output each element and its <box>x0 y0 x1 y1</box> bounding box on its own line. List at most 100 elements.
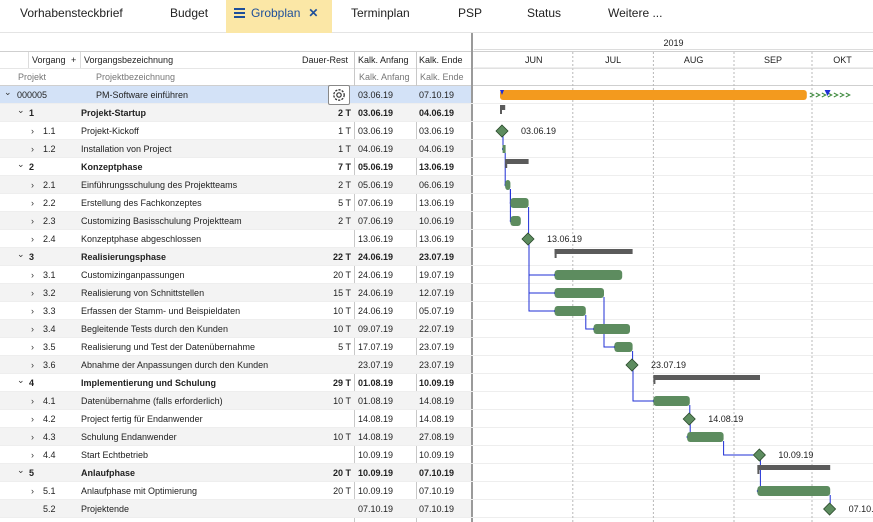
tab-budget[interactable]: Budget <box>170 6 209 20</box>
row-divider <box>0 193 873 194</box>
col-divider <box>80 52 81 68</box>
task-end: 22.07.19 <box>419 324 455 334</box>
col-anfang[interactable]: Kalk. Anfang <box>358 55 409 65</box>
task-id: 4.2 <box>43 414 56 424</box>
collapse-icon[interactable]: ⌄ <box>4 87 12 97</box>
expand-icon[interactable]: › <box>31 414 34 424</box>
arrow-icon <box>845 92 851 98</box>
collapse-icon[interactable]: ⌄ <box>17 105 25 115</box>
arrow-icon <box>833 92 839 98</box>
gantt-chart: 03.06.19 13.06.19 23.07.19 14.08.19 10.09.19… <box>474 52 873 522</box>
expand-icon[interactable]: › <box>31 216 34 226</box>
expand-icon[interactable]: › <box>31 324 34 334</box>
task-start: 23.07.19 <box>358 360 394 370</box>
expand-icon[interactable]: › <box>31 234 34 244</box>
tab-weitere[interactable]: Weitere ... <box>608 6 663 20</box>
close-icon[interactable]: ✕ <box>308 6 319 20</box>
task-row[interactable]: › 2.2 Erstellung des Fachkonzeptes 5 T 07.06… <box>0 194 873 212</box>
tab-status[interactable]: Status <box>527 6 562 20</box>
col-vorgang[interactable]: Vorgang <box>32 55 66 65</box>
task-row[interactable]: › 3.2 Realisierung von Schnittstellen 15 T 2… <box>0 284 873 302</box>
task-end: 27.08.19 <box>419 432 455 442</box>
task-row[interactable]: ⌄ 2 Konzeptphase 7 T 05.06.19 13.06.19 <box>0 158 873 176</box>
milestone-diamond <box>823 502 837 516</box>
task-end: 07.10.19 <box>419 486 455 496</box>
expand-icon[interactable]: › <box>31 396 34 406</box>
arrow-icon <box>827 92 833 98</box>
expand-icon[interactable]: › <box>31 432 34 442</box>
dependency-link <box>585 315 595 330</box>
project-row[interactable]: ⌄ 000005 PM-Software einführen 03.06.19 07.1… <box>0 86 873 104</box>
row-divider <box>0 139 873 140</box>
col-plus[interactable]: + <box>71 55 77 65</box>
expand-icon[interactable]: › <box>31 126 34 136</box>
task-name: Datenübernahme (falls erforderlich) <box>81 396 223 406</box>
task-row[interactable]: › 5.1 Anlaufphase mit Optimierung 20 T 10.09… <box>0 482 873 500</box>
arrow-icon <box>809 92 815 98</box>
task-row[interactable]: ⌄ 5 Anlaufphase 20 T 10.09.19 07.10.19 <box>0 464 873 482</box>
task-duration: 10 T <box>333 432 351 442</box>
expand-icon[interactable]: › <box>31 306 34 316</box>
task-row[interactable]: 5.2 Projektende 07.10.19 07.10.19 <box>0 500 873 518</box>
task-row[interactable]: › 2.4 Konzeptphase abgeschlossen 13.06.19 13… <box>0 230 873 248</box>
task-row[interactable]: ⌄ 1 Projekt-Startup 2 T 03.06.19 04.06.19 <box>0 104 873 122</box>
row-cells: › 1.2 Installation von Project 1 T 04.06.19 0… <box>0 140 471 158</box>
collapse-icon[interactable]: ⌄ <box>17 375 25 385</box>
expand-icon[interactable]: › <box>31 270 34 280</box>
expand-icon[interactable]: › <box>31 360 34 370</box>
task-end: 04.06.19 <box>419 144 455 154</box>
tab-grobplan[interactable]: Grobplan ✕ <box>226 0 332 33</box>
task-row[interactable]: › 4.1 Datenübernahme (falls erforderlich) 1… <box>0 392 873 410</box>
task-row[interactable]: › 3.1 Customizinganpassungen 20 T 24.06.19 19… <box>0 266 873 284</box>
task-row[interactable]: › 1.2 Installation von Project 1 T 04.06.19 0… <box>0 140 873 158</box>
task-row[interactable]: › 4.4 Start Echtbetrieb 10.09.19 10.09.19 <box>0 446 873 464</box>
row-cells: › 2.2 Erstellung des Fachkonzeptes 5 T 07.06… <box>0 194 471 212</box>
task-duration: 1 T <box>338 126 351 136</box>
collapse-icon[interactable]: ⌄ <box>17 465 25 475</box>
expand-icon[interactable]: › <box>31 180 34 190</box>
project-settings-button[interactable] <box>328 85 350 105</box>
task-row[interactable]: › 3.5 Realisierung und Test der Datenübern… <box>0 338 873 356</box>
col-bezeichnung[interactable]: Vorgangsbezeichnung <box>84 55 174 65</box>
tab-terminplan[interactable]: Terminplan <box>351 6 410 20</box>
row-divider <box>0 481 873 482</box>
arrow-icon <box>815 92 821 98</box>
task-row[interactable]: › 4.3 Schulung Endanwender 10 T 14.08.19 27.0… <box>0 428 873 446</box>
task-id: 3.3 <box>43 306 56 316</box>
tab-vorhabensteckbrief[interactable]: Vorhabensteckbrief <box>20 6 123 20</box>
task-id: 000005 <box>17 90 48 100</box>
task-row[interactable]: › 2.3 Customizing Basisschulung Projekttea… <box>0 212 873 230</box>
expand-icon[interactable]: › <box>31 288 34 298</box>
task-row[interactable]: ⌄ 4 Implementierung und Schulung 29 T 01.08.… <box>0 374 873 392</box>
collapse-icon[interactable]: ⌄ <box>17 249 25 259</box>
task-row[interactable]: › 1.1 Projekt-Kickoff 1 T 03.06.19 03.06.19 <box>0 122 873 140</box>
task-id: 1.1 <box>43 126 56 136</box>
milestone-diamond <box>625 358 639 372</box>
milestone-diamond <box>495 124 509 138</box>
dependency-link <box>504 153 507 186</box>
expand-icon[interactable]: › <box>31 144 34 154</box>
task-row[interactable]: › 3.4 Begleitende Tests durch den Kunden 10… <box>0 320 873 338</box>
task-row[interactable]: › 3.3 Erfassen der Stamm- und Beispieldate… <box>0 302 873 320</box>
task-end: 13.06.19 <box>419 234 455 244</box>
project-bar <box>500 90 807 100</box>
task-id: 2.1 <box>43 180 56 190</box>
task-row[interactable]: › 3.6 Abnahme der Anpassungen durch den Ku… <box>0 356 873 374</box>
collapse-icon[interactable]: ⌄ <box>17 159 25 169</box>
expand-icon[interactable]: › <box>31 198 34 208</box>
expand-icon[interactable]: › <box>31 450 34 460</box>
menu-icon[interactable] <box>234 6 245 20</box>
tab-psp[interactable]: PSP <box>458 6 483 20</box>
task-row[interactable]: ⌄ 3 Realisierungsphase 22 T 24.06.19 23.07.19 <box>0 248 873 266</box>
task-start: 14.08.19 <box>358 414 394 424</box>
pane-splitter[interactable] <box>471 33 473 522</box>
task-row[interactable]: › 4.2 Project fertig für Endanwender 14.08.… <box>0 410 873 428</box>
task-start: 17.07.19 <box>358 342 394 352</box>
col-dauer[interactable]: Dauer-Rest <box>302 55 349 65</box>
col-ende[interactable]: Kalk. Ende <box>419 55 463 65</box>
expand-icon[interactable]: › <box>31 342 34 352</box>
task-duration <box>296 446 351 464</box>
expand-icon[interactable]: › <box>31 486 34 496</box>
task-row[interactable]: › 2.1 Einführungsschulung des Projektteams… <box>0 176 873 194</box>
task-start: 03.06.19 <box>358 126 394 136</box>
